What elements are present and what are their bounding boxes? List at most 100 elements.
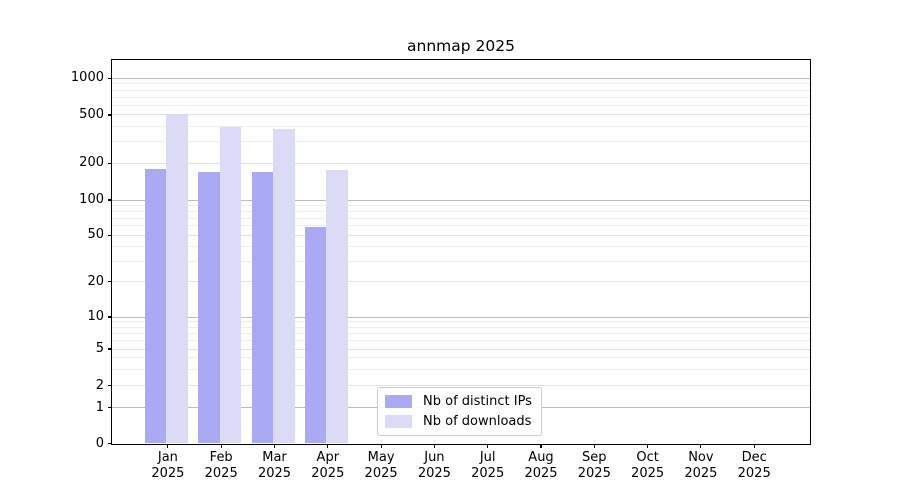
major-gridline <box>112 77 810 79</box>
y-tick-mark <box>107 348 112 350</box>
chart-title: annmap 2025 <box>407 37 515 55</box>
year-label: 2025 <box>311 466 345 481</box>
y-axis-tick-label: 20 <box>87 273 104 289</box>
legend-label-downloads: Nb of downloads <box>423 414 532 429</box>
bars-layer <box>112 60 810 444</box>
month-label: Aug <box>528 450 554 465</box>
year-label: 2025 <box>684 466 718 481</box>
x-axis-tick-label: Nov 2025 <box>673 450 729 482</box>
x-tick-mark <box>273 443 276 448</box>
x-axis-tick-label: May 2025 <box>353 450 409 482</box>
year-label: 2025 <box>577 466 611 481</box>
minor-gridline <box>112 217 810 219</box>
year-label: 2025 <box>151 466 185 481</box>
minor-gridline <box>112 141 810 143</box>
month-label: Apr <box>316 450 340 465</box>
y-tick-mark <box>107 234 112 236</box>
y-axis-tick-label: 1 <box>95 399 104 415</box>
y-tick-mark <box>107 406 112 409</box>
x-tick-mark <box>220 443 222 448</box>
y-axis-tick-label: 100 <box>79 192 104 207</box>
x-axis-tick-label: Oct 2025 <box>620 450 676 482</box>
x-tick-mark <box>380 443 382 448</box>
x-axis-tick-label: Sep 2025 <box>566 450 622 482</box>
y-tick-mark <box>107 281 112 283</box>
y-axis-tick-label: 0 <box>95 435 104 451</box>
x-tick-mark <box>540 443 542 448</box>
labeled-gridline <box>112 348 810 350</box>
bar-distinct-ips-feb <box>198 171 220 444</box>
bar-distinct-ips-jan <box>144 168 167 444</box>
minor-gridline <box>112 204 810 206</box>
minor-gridline <box>112 126 810 128</box>
y-tick-mark <box>107 114 112 116</box>
legend-item-downloads: Nb of downloads <box>385 413 532 430</box>
bar-distinct-ips-apr <box>304 226 327 444</box>
bar-downloads-feb <box>219 126 242 444</box>
x-tick-mark <box>647 443 649 448</box>
plot-area: Nb of distinct IPs Nb of downloads <box>111 59 811 445</box>
month-label: Jan <box>157 450 178 465</box>
year-label: 2025 <box>737 466 771 481</box>
labeled-gridline <box>112 114 810 116</box>
minor-gridline <box>112 368 810 370</box>
y-axis-tick-label: 1000 <box>70 70 104 86</box>
minor-gridline <box>112 225 810 227</box>
x-axis-tick-label: Feb 2025 <box>193 450 249 482</box>
x-tick-mark <box>700 443 702 448</box>
x-tick-mark <box>433 443 435 448</box>
minor-gridline <box>112 104 810 106</box>
month-label: Nov <box>688 450 714 465</box>
year-label: 2025 <box>364 466 398 481</box>
year-label: 2025 <box>631 466 665 481</box>
y-tick-mark <box>107 77 112 79</box>
month-label: Sep <box>582 450 607 465</box>
y-axis-tick-label: 5 <box>95 341 104 356</box>
month-label: Jun <box>424 450 445 465</box>
minor-gridline <box>112 321 810 323</box>
bar-downloads-jan <box>166 114 188 444</box>
legend-swatch-downloads <box>385 415 412 428</box>
x-tick-mark <box>753 443 755 448</box>
x-axis-tick-label: Jan 2025 <box>140 450 196 482</box>
labeled-gridline <box>112 162 810 164</box>
minor-gridline <box>112 260 810 262</box>
x-tick-mark <box>487 443 489 448</box>
y-axis-tick-label: 2 <box>95 377 104 393</box>
x-tick-mark <box>327 443 329 448</box>
labeled-gridline <box>112 281 810 283</box>
year-label: 2025 <box>417 466 451 481</box>
month-label: Mar <box>262 450 287 465</box>
major-gridline <box>112 199 810 201</box>
minor-gridline <box>112 357 810 359</box>
year-label: 2025 <box>524 466 558 481</box>
minor-gridline <box>112 89 810 91</box>
y-tick-mark <box>107 385 112 387</box>
bar-downloads-mar <box>273 129 295 444</box>
minor-gridline <box>112 326 810 328</box>
legend-label-distinct-ips: Nb of distinct IPs <box>423 394 532 409</box>
legend-swatch-distinct-ips <box>385 395 412 408</box>
x-axis-tick-label: Apr 2025 <box>300 450 356 482</box>
y-axis-tick-label: 200 <box>79 155 104 171</box>
bar-downloads-apr <box>326 170 348 444</box>
y-tick-mark <box>107 442 112 445</box>
month-label: Jul <box>479 450 496 465</box>
month-label: Oct <box>636 450 659 465</box>
minor-gridline <box>112 246 810 248</box>
x-tick-mark <box>593 443 595 448</box>
minor-gridline <box>112 332 810 334</box>
y-axis-tick-label: 500 <box>79 106 104 122</box>
year-label: 2025 <box>204 466 238 481</box>
legend: Nb of distinct IPs Nb of downloads <box>377 387 542 436</box>
y-tick-mark <box>107 316 112 318</box>
legend-item-distinct-ips: Nb of distinct IPs <box>385 393 532 410</box>
labeled-gridline <box>112 234 810 236</box>
y-axis-tick-label: 50 <box>87 227 104 243</box>
year-label: 2025 <box>471 466 505 481</box>
major-gridline <box>112 316 810 318</box>
minor-gridline <box>112 210 810 212</box>
x-axis-tick-label: Aug 2025 <box>513 450 569 482</box>
year-label: 2025 <box>257 466 292 481</box>
x-tick-mark <box>167 443 169 448</box>
